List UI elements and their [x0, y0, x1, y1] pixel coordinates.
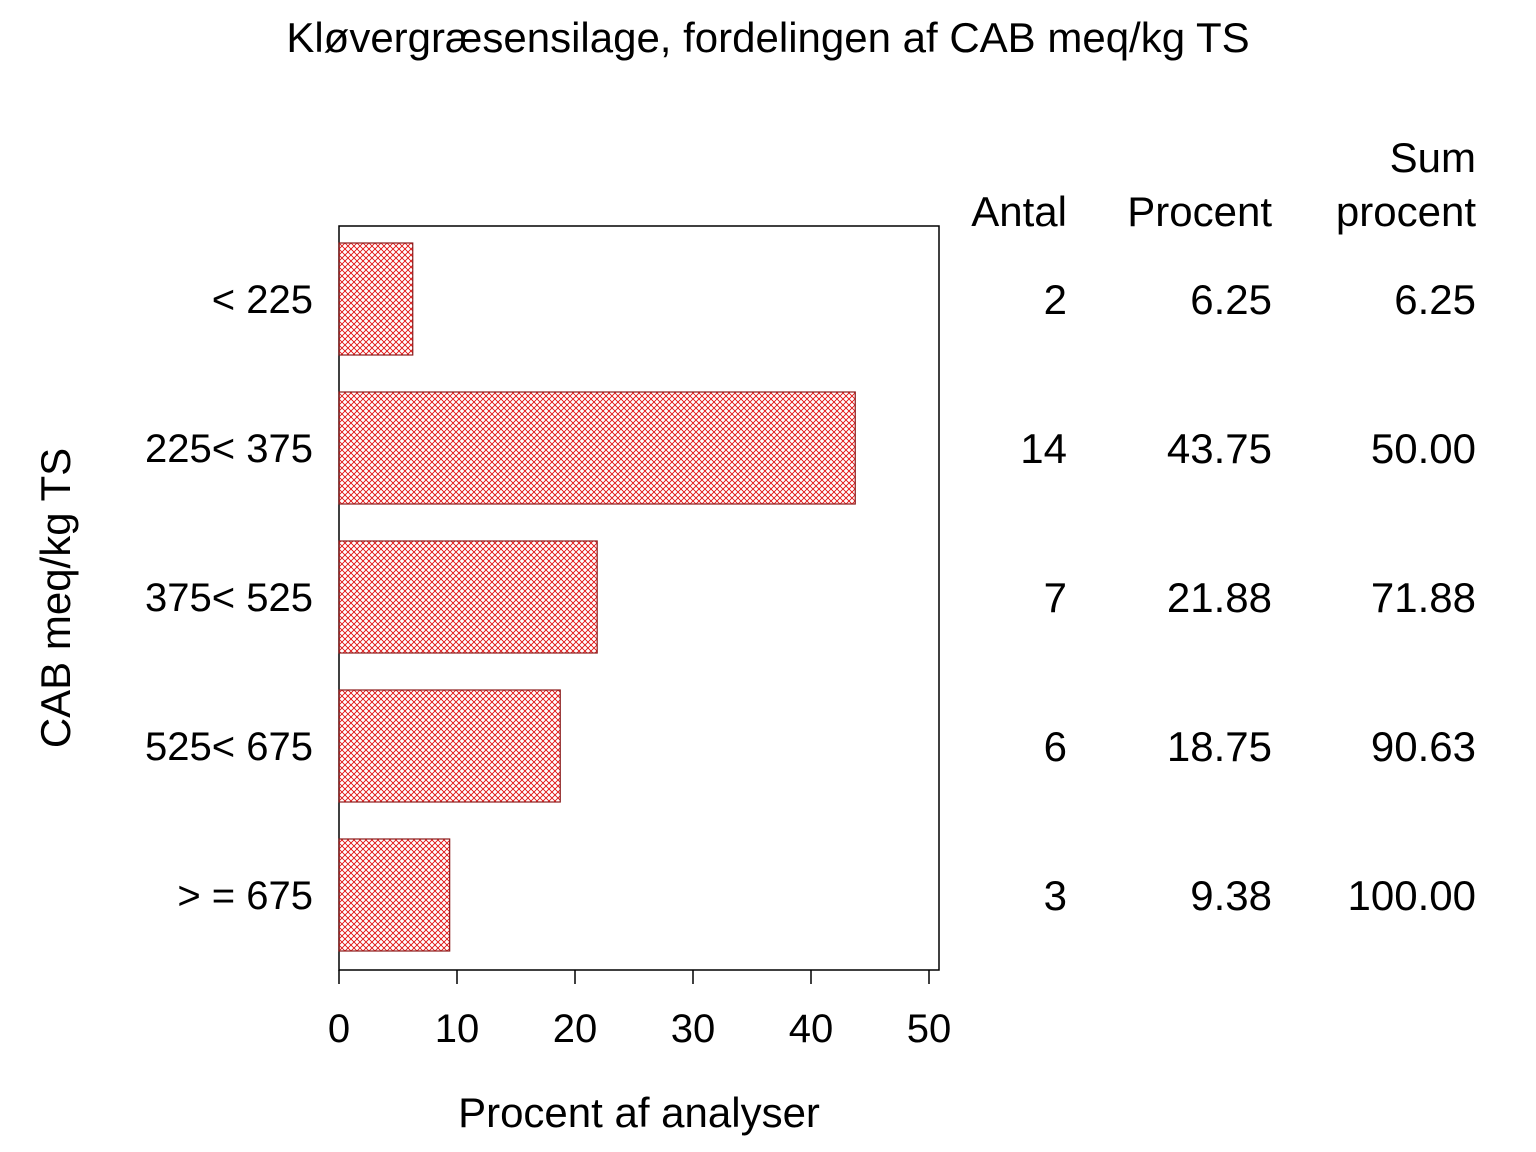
- table-header: Procent: [1127, 188, 1272, 235]
- table-cell: 71.88: [1371, 574, 1476, 621]
- table-cell: 100.00: [1348, 872, 1476, 919]
- category-label: < 225: [212, 278, 313, 322]
- table-cell: 18.75: [1167, 723, 1272, 770]
- table-cell: 9.38: [1190, 872, 1272, 919]
- x-tick-label: 40: [789, 1007, 834, 1051]
- category-label: 525< 675: [145, 725, 313, 769]
- table-cell: 21.88: [1167, 574, 1272, 621]
- y-axis-label: CAB meq/kg TS: [32, 448, 79, 748]
- x-tick-label: 20: [553, 1007, 598, 1051]
- table-cell: 14: [1020, 425, 1067, 472]
- x-tick-label: 0: [328, 1007, 350, 1051]
- bar-1: [338, 242, 414, 356]
- bar-4: [338, 689, 561, 803]
- table-cell: 6.25: [1190, 276, 1272, 323]
- x-tick-label: 30: [671, 1007, 716, 1051]
- bar-3: [338, 540, 598, 654]
- category-label: 225< 375: [145, 427, 313, 471]
- bar-2: [338, 391, 856, 505]
- x-axis-label: Procent af analyser: [458, 1089, 820, 1136]
- category-label: 375< 525: [145, 576, 313, 620]
- table-cell: 43.75: [1167, 425, 1272, 472]
- table-cell: 3: [1044, 872, 1067, 919]
- bar-5: [338, 838, 451, 952]
- table-cell: 50.00: [1371, 425, 1476, 472]
- table-cell: 7: [1044, 574, 1067, 621]
- table-header: Sum: [1390, 134, 1476, 181]
- category-label: > = 675: [177, 874, 313, 918]
- table-cell: 6: [1044, 723, 1067, 770]
- table-cell: 6.25: [1394, 276, 1476, 323]
- table-cell: 90.63: [1371, 723, 1476, 770]
- x-tick-label: 50: [907, 1007, 952, 1051]
- table-cell: 2: [1044, 276, 1067, 323]
- x-tick-label: 10: [435, 1007, 480, 1051]
- table-header: procent: [1336, 188, 1476, 235]
- chart-title: Kløvergræsensilage, fordelingen af CAB m…: [286, 14, 1249, 61]
- table-header: Antal: [971, 188, 1067, 235]
